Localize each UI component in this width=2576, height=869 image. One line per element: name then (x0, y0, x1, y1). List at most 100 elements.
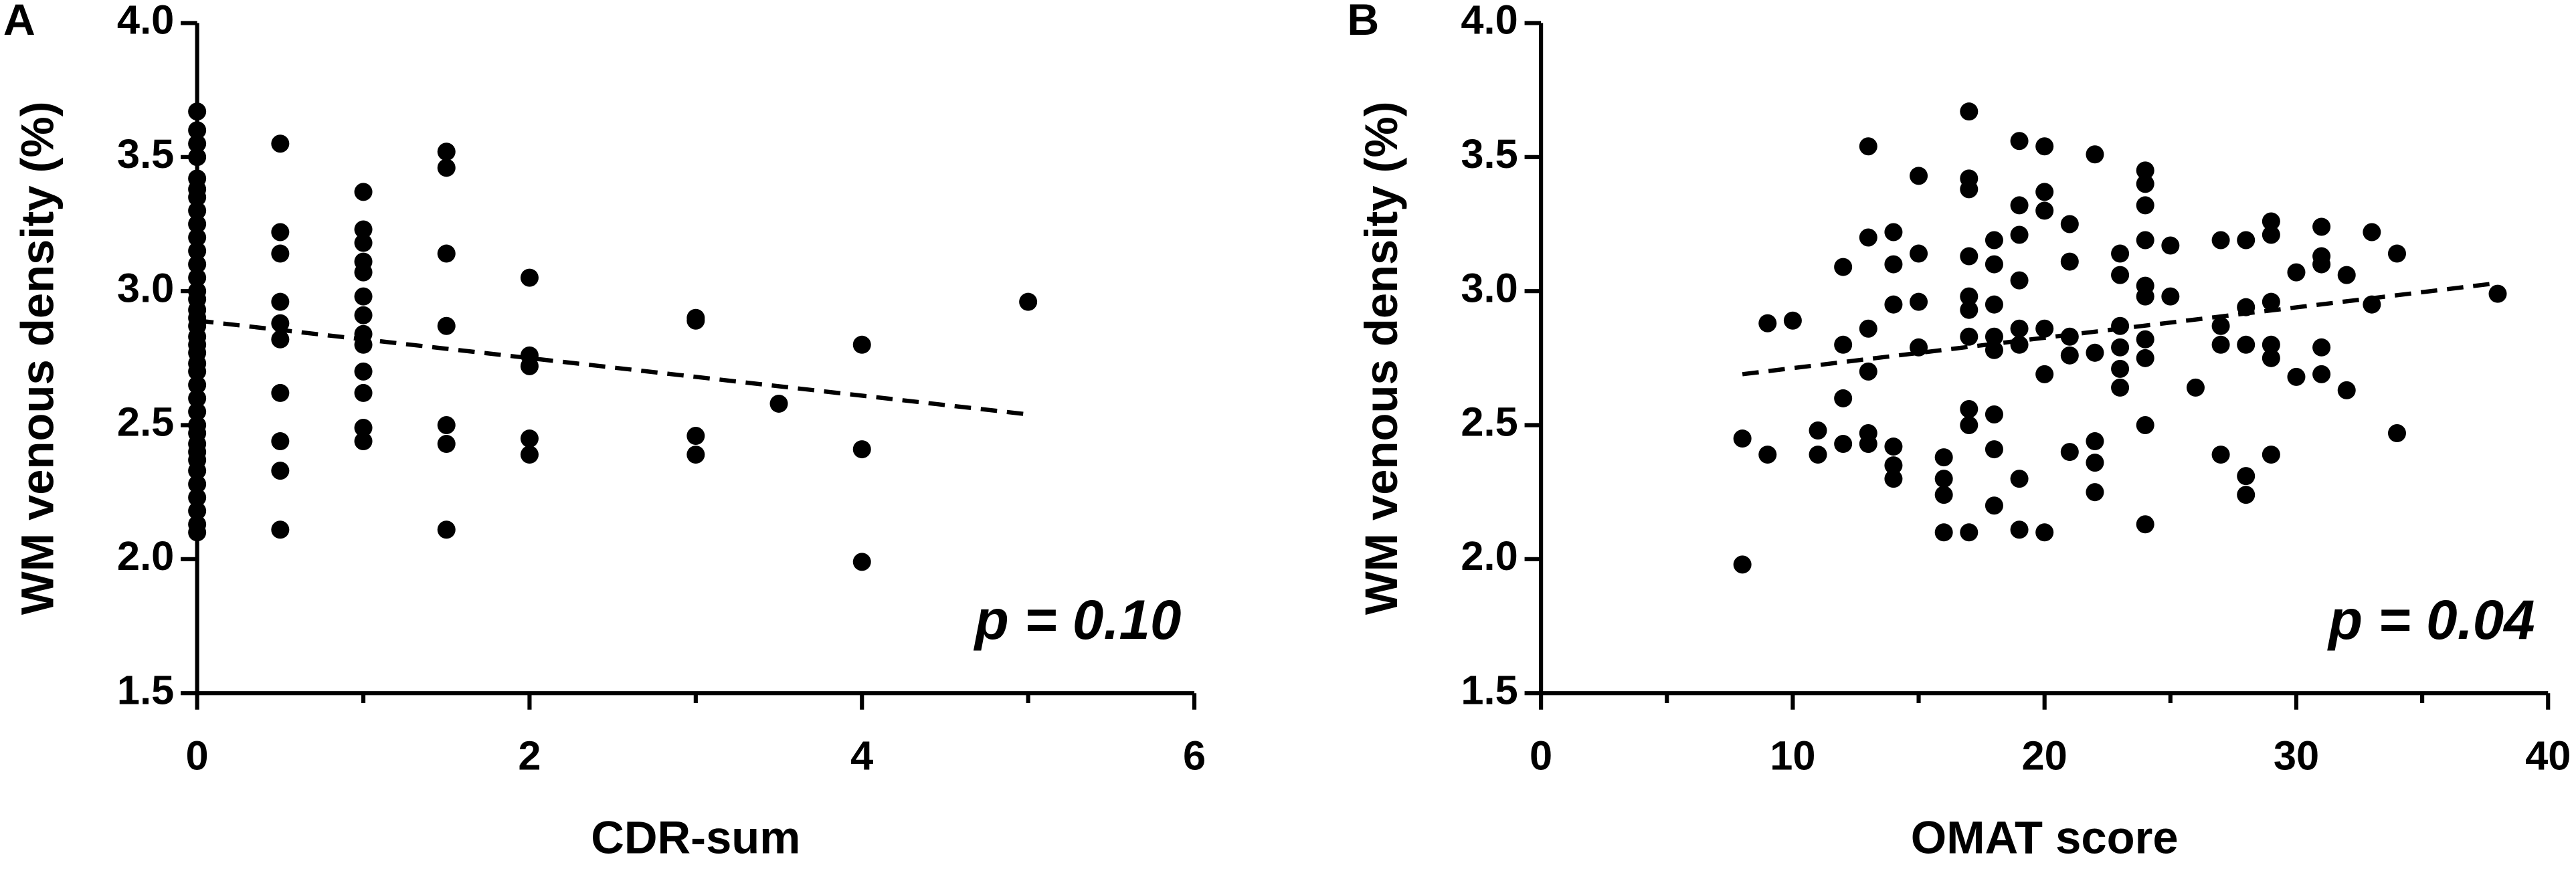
data-point (188, 102, 207, 121)
data-point (437, 416, 456, 435)
data-point (2262, 349, 2280, 367)
y-tick-label: 2.5 (1461, 399, 1517, 446)
data-point (188, 502, 207, 520)
data-point (686, 311, 705, 330)
data-point (188, 148, 207, 167)
data-point (1985, 231, 2003, 250)
data-point (769, 394, 788, 413)
data-point (2237, 486, 2256, 504)
data-point (1884, 295, 1903, 314)
data-point (271, 292, 290, 311)
y-tick-label: 4.0 (117, 0, 174, 43)
data-point (1834, 335, 1853, 354)
data-point (1934, 523, 1953, 542)
data-point (188, 375, 207, 394)
data-point (354, 432, 373, 451)
data-point (1960, 247, 1979, 266)
data-point (437, 159, 456, 177)
data-point (188, 201, 207, 220)
data-point (852, 335, 871, 354)
data-point (2161, 287, 2180, 306)
data-point (1910, 167, 1928, 185)
data-point (852, 440, 871, 459)
data-point (2035, 523, 2054, 542)
data-point (2262, 212, 2280, 231)
x-tick-label: 6 (1183, 733, 1206, 779)
data-point (1985, 295, 2003, 314)
data-point (437, 142, 456, 161)
data-point (2262, 335, 2280, 354)
data-point (1985, 405, 2003, 423)
data-point (2035, 183, 2054, 201)
data-point (354, 362, 373, 381)
data-point (188, 255, 207, 274)
data-point (2312, 338, 2331, 357)
data-point (271, 520, 290, 539)
data-point (520, 429, 539, 448)
data-point (2111, 266, 2130, 284)
data-point (188, 242, 207, 260)
y-tick-label: 3.5 (117, 131, 174, 177)
data-point (1960, 327, 1979, 346)
x-tick-label: 10 (1770, 733, 1815, 779)
data-point (188, 389, 207, 407)
data-point (686, 427, 705, 446)
data-point (2237, 231, 2256, 250)
data-point (2211, 335, 2230, 354)
x-tick-label: 4 (850, 733, 873, 779)
data-point (271, 223, 290, 242)
data-point (1884, 255, 1903, 274)
data-point (1019, 292, 1038, 311)
data-point (2262, 446, 2280, 464)
data-point (354, 233, 373, 252)
data-point (1884, 470, 1903, 488)
data-point (188, 268, 207, 287)
annotation: p = 0.10 (974, 588, 1182, 651)
x-tick-label: 0 (186, 733, 209, 779)
data-point (354, 287, 373, 306)
data-point (2060, 252, 2079, 271)
data-point (2136, 287, 2154, 306)
data-point (2010, 225, 2029, 244)
data-point (1884, 456, 1903, 475)
y-tick-label: 2.5 (117, 399, 174, 446)
data-point (1960, 180, 1979, 199)
data-point (1834, 389, 1853, 407)
data-point (2010, 319, 2029, 338)
data-point (2337, 381, 2356, 399)
data-point (2010, 271, 2029, 290)
data-point (2136, 175, 2154, 193)
data-point (2086, 432, 2104, 451)
data-point (2211, 231, 2230, 250)
y-tick-label: 3.0 (1461, 265, 1517, 311)
x-axis-title: CDR-sum (591, 811, 800, 863)
data-point (2086, 483, 2104, 502)
data-point (1783, 311, 1802, 330)
data-point (1960, 416, 1979, 435)
data-point (1758, 314, 1777, 332)
data-point (188, 134, 207, 153)
annotation: p = 0.04 (2327, 588, 2535, 651)
y-tick-label: 2.0 (117, 533, 174, 579)
data-point (1834, 258, 1853, 276)
data-point (2111, 378, 2130, 397)
data-point (1934, 448, 1953, 467)
data-point (1859, 137, 1877, 156)
data-point (2488, 284, 2507, 303)
data-point (1934, 486, 1953, 504)
data-point (520, 357, 539, 375)
data-point (2035, 137, 2054, 156)
data-point (2161, 236, 2180, 255)
data-point (2010, 132, 2029, 151)
data-point (188, 462, 207, 480)
data-point (188, 121, 207, 140)
data-point (1960, 399, 1979, 418)
data-point (271, 383, 290, 402)
data-point (437, 520, 456, 539)
data-point (2010, 335, 2029, 354)
data-point (1985, 255, 2003, 274)
data-point (271, 432, 290, 451)
y-axis-title: WM venous density (%) (12, 101, 64, 615)
data-point (354, 220, 373, 239)
